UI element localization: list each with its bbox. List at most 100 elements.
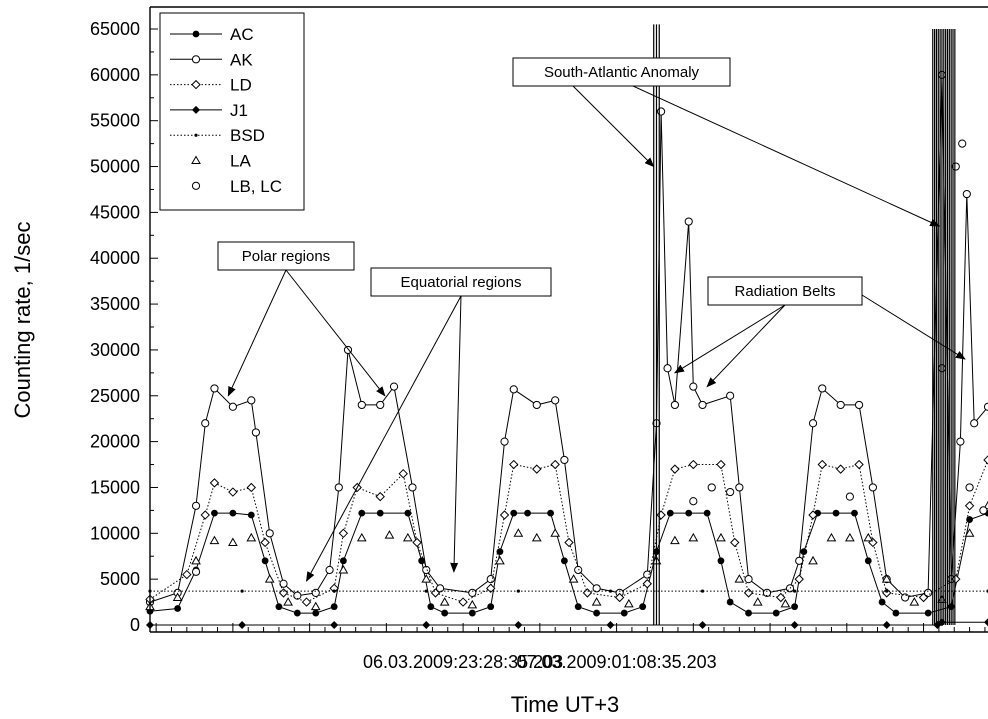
series-ak-point — [201, 419, 210, 428]
legend-ac-marker — [192, 30, 200, 38]
series-ac-point — [832, 509, 840, 517]
series-la-point — [495, 555, 505, 565]
annotations-layer: Polar regions Equatorial regions South-Atl… — [217, 57, 966, 582]
series-ak-point — [435, 584, 445, 593]
series-la-point — [384, 530, 395, 539]
series-ld-point — [398, 469, 408, 479]
series-ac-point — [330, 603, 338, 611]
annotation-polar-regions-arrow — [285, 269, 386, 397]
legend-ac: AC — [170, 25, 254, 44]
series-ac-point — [864, 557, 872, 565]
series-ld-point — [375, 491, 385, 502]
series-ld-line — [149, 459, 988, 603]
series-ak-point — [376, 400, 385, 410]
series-ac-point — [745, 609, 752, 617]
series-ak-point — [924, 588, 933, 598]
series-ak-point — [191, 501, 201, 510]
series-ak-point — [854, 400, 864, 410]
annotation-polar-regions-box — [217, 241, 355, 271]
series-lb-lc-point — [191, 567, 201, 576]
series-la-point — [863, 532, 874, 542]
annotation-radiation-belts: Radiation Belts — [674, 276, 966, 388]
y-tick-label: 60000 — [90, 65, 140, 85]
y-axis-title: Counting rate, 1/sec — [10, 222, 35, 419]
series-ak-point — [663, 364, 672, 373]
series-ld-point — [228, 487, 238, 497]
series-bsd-point — [424, 589, 428, 593]
series-ak-point — [744, 575, 753, 584]
saa-spikes-1 — [932, 29, 956, 625]
series-ac-point — [293, 609, 301, 617]
series-ac-point — [772, 609, 780, 617]
series-ac-point — [261, 557, 269, 565]
series-ak-point — [684, 217, 693, 226]
annotation-south-atlantic-anomaly: South-Atlantic Anomaly — [512, 57, 941, 227]
series-j1-point — [606, 621, 615, 629]
annotation-south-atlantic-anomaly-label: South-Atlantic Anomaly — [544, 64, 700, 81]
series-ac-point — [924, 609, 932, 617]
series-la-point — [550, 528, 561, 537]
series-ak-point — [408, 483, 417, 492]
series-la-point — [228, 537, 238, 546]
series-la-point — [688, 532, 699, 542]
series-la-point — [752, 597, 763, 606]
series-ac-point — [791, 603, 799, 611]
series-la-point — [467, 599, 478, 609]
y-tick-label: 30000 — [90, 340, 140, 360]
legend-ld-marker — [191, 79, 201, 90]
series-ak-point — [574, 565, 583, 575]
series-ak-point — [762, 588, 772, 598]
series-bsd-point — [885, 589, 889, 593]
series-bsd-point — [608, 589, 613, 593]
series-la-point — [591, 597, 602, 606]
series-ac-point — [726, 598, 734, 606]
series-lb-lc-point — [958, 139, 967, 148]
series-la-point — [191, 555, 201, 565]
series-ld-point — [509, 459, 519, 470]
series-ak-point — [251, 428, 261, 437]
series-j1-point — [790, 621, 799, 629]
series-ld-point — [808, 510, 818, 520]
series-ld-point — [854, 459, 864, 470]
series-ak-point — [983, 402, 988, 411]
series-j1-point — [330, 621, 339, 629]
series-ak-point — [735, 483, 744, 492]
series-ac-point — [427, 603, 435, 611]
annotation-equatorial-regions-label: Equatorial regions — [401, 274, 522, 291]
series-ld-point — [458, 597, 468, 607]
legend-box — [159, 12, 305, 211]
series-ld-point — [656, 510, 666, 520]
series-la-point — [845, 532, 855, 542]
legend-j1-label: J1 — [230, 101, 248, 120]
series-la-point — [623, 598, 634, 608]
series-ac-point — [892, 609, 900, 617]
series-ac-point — [878, 598, 886, 606]
series-ld-point — [486, 583, 496, 594]
series-j1-point — [698, 621, 707, 629]
series-ac-point — [524, 509, 531, 517]
series-ak-point — [389, 382, 399, 391]
series-ac-point — [703, 509, 711, 517]
legend-lb-lc-marker — [191, 181, 201, 190]
series-la-point — [568, 574, 579, 583]
series-ac-point — [418, 557, 426, 565]
legend-ld-label: LD — [230, 76, 252, 95]
series-ak-point — [532, 400, 541, 410]
legend-ac-label: AC — [230, 25, 254, 44]
x-tick-label: 07.03.2009:01:08:35.203 — [516, 652, 716, 672]
series-ac-point — [717, 557, 725, 565]
series-la-point — [209, 535, 220, 545]
series-ak-point — [279, 579, 288, 588]
axes-layer: 0 5000 10000 15000 20000 25000 30000 35000 40000… — [10, 6, 988, 717]
series-la-point — [310, 601, 321, 611]
y-tick-label: 0 — [130, 615, 140, 635]
series-ak-point — [643, 570, 652, 579]
annotation-polar-regions-arrow — [227, 269, 287, 397]
y-tick-label: 40000 — [90, 248, 140, 268]
y-tick-label: 10000 — [90, 523, 140, 543]
series-ac-point — [275, 603, 283, 611]
y-tick-label: 20000 — [90, 432, 140, 452]
series-ld-point — [688, 459, 699, 470]
series-lb-lc-point — [689, 497, 698, 506]
annotation-radiation-belts-arrow — [861, 294, 966, 360]
